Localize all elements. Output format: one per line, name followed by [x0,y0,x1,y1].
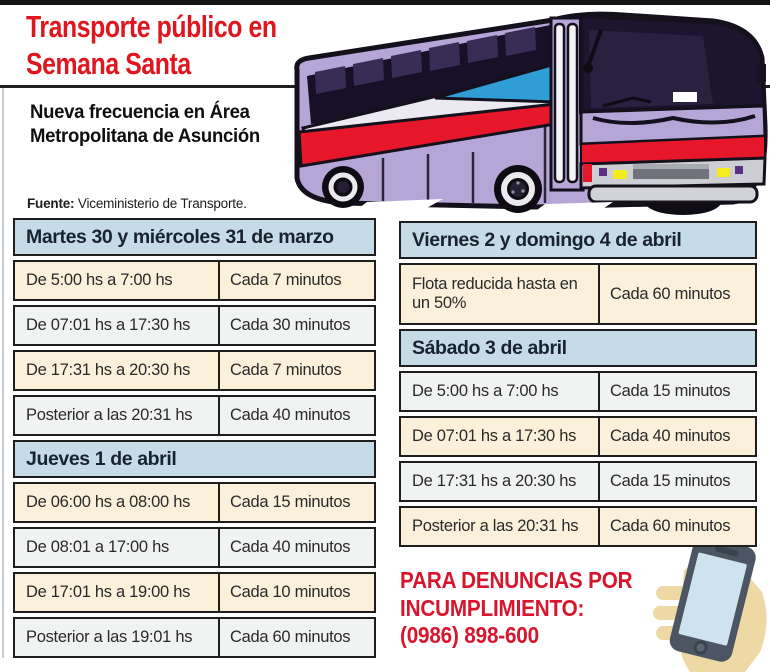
time-range-cell: De 06:00 hs a 08:00 hs [15,484,220,521]
schedule-table-right: Viernes 2 y domingo 4 de abril Flota red… [399,221,757,551]
frequency-cell: Cada 15 minutos [230,493,351,511]
time-range-cell: De 08:01 a 17:00 hs [15,529,220,566]
frequency-cell: Cada 60 minutos [230,628,351,646]
frequency-cell: Cada 30 minutos [230,316,351,334]
section-header-viernes-domingo: Viernes 2 y domingo 4 de abril [399,221,757,259]
phone-in-hand-icon [653,536,767,672]
frequency-cell: Cada 40 minutos [230,406,351,424]
frequency-cell: Cada 60 minutos [610,284,731,303]
time-range-cell: De 07:01 hs a 17:30 hs [15,307,220,344]
bus-front-wheel [494,165,542,213]
frequency-cell: Cada 10 minutos [230,583,351,601]
frequency-cell: Cada 7 minutos [230,361,342,379]
schedule-row: Flota reducida hasta en un 50% Cada 60 m… [399,263,757,325]
subtitle-line1: Nueva frecuencia en Área [30,101,250,123]
bus-illustration-icon [294,11,768,215]
page-title-line1: Transporte público en [26,9,277,44]
frequency-cell: Cada 40 minutos [610,427,731,445]
schedule-row: Posterior a las 20:31 hs Cada 40 minutos [13,395,376,436]
complaints-line1: PARA DENUNCIAS POR [400,567,633,593]
subtitle-line2: Metropolitana de Asunción [30,125,260,147]
time-range-cell: De 17:31 hs a 20:30 hs [401,463,600,500]
schedule-row: De 07:01 hs a 17:30 hs Cada 30 minutos [13,305,376,346]
schedule-row: De 17:01 hs a 19:00 hs Cada 10 minutos [13,572,376,613]
schedule-row: De 17:31 hs a 20:30 hs Cada 7 minutos [13,350,376,391]
time-range-cell: De 5:00 hs a 7:00 hs [15,262,220,299]
time-range-cell: Posterior a las 19:01 hs [15,619,220,656]
schedule-row: De 5:00 hs a 7:00 hs Cada 15 minutos [399,371,757,412]
complaints-phone-number: (0986) 898-600 [400,622,539,648]
time-range-cell: De 17:31 hs a 20:30 hs [15,352,220,389]
schedule-row: De 06:00 hs a 08:00 hs Cada 15 minutos [13,482,376,523]
time-range-cell: De 07:01 hs a 17:30 hs [401,418,600,455]
complaints-notice: PARA DENUNCIAS POR INCUMPLIMIENTO: (0986… [400,567,633,650]
time-range-cell: De 17:01 hs a 19:00 hs [15,574,220,611]
schedule-row: Posterior a las 20:31 hs Cada 60 minutos [399,506,757,547]
frequency-cell: Cada 15 minutos [610,472,731,490]
page-title: Transporte público en Semana Santa [26,8,277,82]
page-title-line2: Semana Santa [26,46,191,81]
complaints-line2: INCUMPLIMIENTO: [400,594,585,621]
schedule-row: Posterior a las 19:01 hs Cada 60 minutos [13,617,376,658]
section-header-martes-miercoles: Martes 30 y miércoles 31 de marzo [13,218,376,256]
schedule-row: De 08:01 a 17:00 hs Cada 40 minutos [13,527,376,568]
source-note: Fuente: Viceministerio de Transporte. [27,196,247,211]
schedule-table-left: Martes 30 y miércoles 31 de marzo De 5:0… [13,218,376,662]
section-header-sabado: Sábado 3 de abril [399,329,757,367]
top-rule [0,0,770,5]
schedule-row: De 5:00 hs a 7:00 hs Cada 7 minutos [13,260,376,301]
bus-rear-wheel [322,166,364,208]
schedule-row: De 07:01 hs a 17:30 hs Cada 40 minutos [399,416,757,457]
frequency-cell: Cada 60 minutos [610,517,731,535]
frequency-cell: Cada 15 minutos [610,382,731,400]
time-range-cell: Posterior a las 20:31 hs [15,397,220,434]
section-header-jueves: Jueves 1 de abril [13,440,376,478]
subtitle: Nueva frecuencia en Área Metropolitana d… [30,100,260,148]
time-range-cell: Flota reducida hasta en un 50% [401,265,600,323]
left-edge-line [2,88,4,658]
time-range-cell: De 5:00 hs a 7:00 hs [401,373,600,410]
frequency-cell: Cada 40 minutos [230,538,351,556]
time-range-cell: Posterior a las 20:31 hs [401,508,600,545]
source-text: Viceministerio de Transporte. [74,196,247,211]
schedule-row: De 17:31 hs a 20:30 hs Cada 15 minutos [399,461,757,502]
source-label: Fuente: [27,196,75,211]
frequency-cell: Cada 7 minutos [230,271,342,289]
